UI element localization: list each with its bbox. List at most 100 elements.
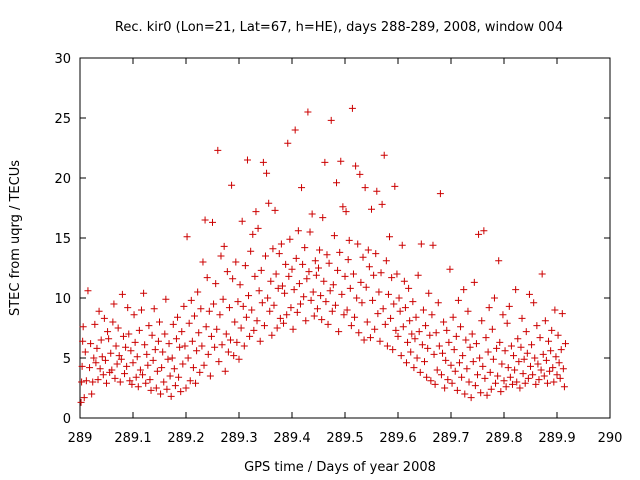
data-point xyxy=(206,372,214,380)
data-point xyxy=(220,242,228,250)
data-point xyxy=(447,361,455,369)
data-point xyxy=(141,341,149,349)
data-point xyxy=(396,307,404,315)
data-point xyxy=(381,320,389,328)
data-point xyxy=(469,358,477,366)
data-point xyxy=(177,388,185,396)
data-point xyxy=(250,326,258,334)
data-point xyxy=(335,328,343,336)
data-point xyxy=(93,344,101,352)
data-point xyxy=(139,371,147,379)
data-point xyxy=(510,352,518,360)
y-tick-label: 10 xyxy=(54,292,71,307)
data-point xyxy=(423,373,431,381)
data-point xyxy=(408,330,416,338)
data-point xyxy=(458,373,466,381)
data-point xyxy=(482,334,490,342)
data-point xyxy=(430,350,438,358)
data-point xyxy=(331,301,339,309)
data-point xyxy=(299,260,307,268)
data-point xyxy=(460,286,468,294)
data-point xyxy=(389,346,397,354)
data-point xyxy=(417,240,425,248)
data-point xyxy=(267,277,275,285)
data-point xyxy=(80,394,88,402)
data-point xyxy=(374,310,382,318)
data-point xyxy=(193,347,201,355)
data-points xyxy=(77,104,569,406)
data-point xyxy=(529,371,537,379)
data-point xyxy=(478,317,486,325)
data-point xyxy=(541,317,549,325)
data-point xyxy=(247,247,255,255)
data-point xyxy=(366,334,374,342)
data-point xyxy=(158,364,166,372)
x-tick-label: 289.5 xyxy=(326,431,363,446)
data-point xyxy=(554,331,562,339)
data-point xyxy=(169,320,177,328)
data-point xyxy=(288,265,296,273)
data-point xyxy=(94,376,102,384)
data-point xyxy=(125,330,133,338)
data-point xyxy=(522,328,530,336)
x-tick-label: 289.3 xyxy=(220,431,257,446)
data-point xyxy=(336,248,344,256)
data-point xyxy=(213,325,221,333)
data-point xyxy=(283,311,291,319)
data-point xyxy=(338,290,346,298)
data-point xyxy=(287,304,295,312)
data-point xyxy=(316,246,324,254)
data-point xyxy=(561,340,569,348)
y-tick-label: 25 xyxy=(54,112,71,127)
data-point xyxy=(136,366,144,374)
data-point xyxy=(142,379,150,387)
data-point xyxy=(199,258,207,266)
data-point xyxy=(294,227,302,235)
data-point xyxy=(399,323,407,331)
data-point xyxy=(198,342,206,350)
data-point xyxy=(325,259,333,267)
data-point xyxy=(134,383,142,391)
data-point xyxy=(384,290,392,298)
data-point xyxy=(127,347,135,355)
data-point xyxy=(418,341,426,349)
data-point xyxy=(519,370,527,378)
data-point xyxy=(273,324,281,332)
data-point xyxy=(202,323,210,331)
data-point xyxy=(161,330,169,338)
data-point xyxy=(436,190,444,198)
data-point xyxy=(432,329,440,337)
data-point xyxy=(327,116,335,124)
data-point xyxy=(81,348,89,356)
data-point xyxy=(437,371,445,379)
data-point xyxy=(395,294,403,302)
data-point xyxy=(344,256,352,264)
data-point xyxy=(487,385,495,393)
data-point xyxy=(364,246,372,254)
data-point xyxy=(304,108,312,116)
data-point xyxy=(371,325,379,333)
data-point xyxy=(534,360,542,368)
data-point xyxy=(234,298,242,306)
data-point xyxy=(113,360,121,368)
data-point xyxy=(188,337,196,345)
data-point xyxy=(129,359,137,367)
data-point xyxy=(428,311,436,319)
data-point xyxy=(278,282,286,290)
data-point xyxy=(391,182,399,190)
data-point xyxy=(540,372,548,380)
data-point xyxy=(265,199,273,207)
data-point xyxy=(504,364,512,372)
data-point xyxy=(115,352,123,360)
data-point xyxy=(457,323,465,331)
data-point xyxy=(121,370,129,378)
data-point xyxy=(98,353,106,361)
data-point xyxy=(162,295,170,303)
data-point xyxy=(159,348,167,356)
data-point xyxy=(203,274,211,282)
data-point xyxy=(249,230,257,238)
data-point xyxy=(146,376,154,384)
data-point xyxy=(276,314,284,322)
data-point xyxy=(195,329,203,337)
data-point xyxy=(190,312,198,320)
